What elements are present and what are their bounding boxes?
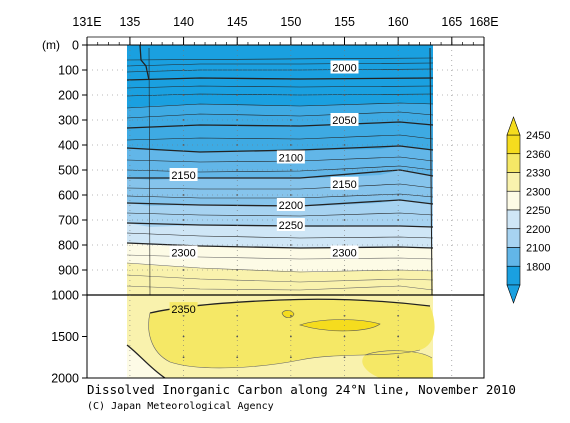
y-axis: 0 100 200 300 400 500 600 700 800 900 1000 1500 2000 <box>51 39 484 386</box>
station-dot <box>236 356 239 359</box>
contour-label-bg <box>169 245 198 259</box>
x-tick-label: 145 <box>227 15 248 29</box>
x-tick-label: 140 <box>173 15 194 29</box>
contour-label-text: 2000 <box>332 63 356 75</box>
station-dot <box>289 356 292 359</box>
colorbar-label: 2330 <box>526 168 550 180</box>
contour-label: 2200 <box>276 198 305 212</box>
contour-label-text: 2150 <box>171 170 195 182</box>
station-dot <box>182 356 185 359</box>
colorbar-label: 2100 <box>526 243 550 255</box>
colorbar-segment <box>506 209 521 230</box>
y-tick-label: 500 <box>58 164 79 178</box>
station-dot <box>397 335 400 338</box>
colorbar-label: 2200 <box>526 224 550 236</box>
colorbar-top-arrow <box>506 116 521 136</box>
contour-label: 2250 <box>276 218 305 232</box>
y-tick-label: 300 <box>58 114 79 128</box>
x-tick-label: 165 <box>441 15 462 29</box>
y-tick-label: 100 <box>58 64 79 78</box>
contour-label-bg <box>276 218 305 231</box>
colorbar-bottom-arrow <box>506 284 521 304</box>
contour-label-text: 2200 <box>279 200 303 212</box>
colorbar-label: 2250 <box>526 205 550 217</box>
x-tick-label: 131E <box>72 15 101 29</box>
y-tick-label: 800 <box>58 239 79 253</box>
station-dot <box>289 335 292 338</box>
colorbar-segment <box>506 247 521 267</box>
contour-label-bg <box>169 302 198 316</box>
contour-lines <box>126 45 434 378</box>
contour-label-text: 2050 <box>332 115 356 127</box>
x-tick-label: 150 <box>280 15 301 29</box>
contour-label: 2300 <box>330 245 359 260</box>
colorbar-segment <box>506 190 521 211</box>
contour-label-bg <box>276 198 305 211</box>
x-axis: 131E 135 140 145 150 155 160 165 168E <box>72 15 499 378</box>
colorbar-label: 1800 <box>526 261 550 273</box>
station-dot <box>236 335 239 338</box>
y-tick-label: 600 <box>58 189 79 203</box>
y-tick-label: 200 <box>58 89 79 103</box>
contour-label-bg <box>330 245 359 259</box>
colorbar-label: 2360 <box>526 149 550 161</box>
contour-label: 2350 <box>169 302 198 316</box>
contour-label: 2150 <box>169 168 198 182</box>
color-scale-bar: 2450 2360 2330 2300 2250 2200 2100 1800 <box>506 116 550 304</box>
colorbar-segment <box>506 134 521 155</box>
y-tick-label: 2000 <box>51 372 79 386</box>
y-tick-label: 1500 <box>51 330 79 344</box>
x-tick-label: 168E <box>469 15 498 29</box>
contour-label-bg <box>330 176 359 190</box>
station-dot <box>182 335 185 338</box>
contour-label: 2000 <box>330 60 359 75</box>
contour-label: 2150 <box>330 176 359 191</box>
contour-label-text: 2300 <box>171 248 195 260</box>
y-tick-label: 700 <box>58 214 79 228</box>
y-tick-label: 1000 <box>51 289 79 303</box>
colorbar-segment <box>506 172 521 192</box>
plot-frame <box>86 44 485 379</box>
contour-label-bg <box>276 150 305 164</box>
colorbar-segment <box>506 153 521 173</box>
contour-label-group: 2000 2050 2100 2150 2150 2200 2250 2300 2300 2350 <box>169 60 359 316</box>
y-tick-label: 400 <box>58 139 79 153</box>
contour-label-text: 2350 <box>171 304 195 316</box>
chart-title: Dissolved Inorganic Carbon along 24°N li… <box>87 382 516 397</box>
y-tick-label: 0 <box>72 39 79 53</box>
station-dot <box>343 356 346 359</box>
credit-text: (C) Japan Meteorological Agency <box>87 401 274 412</box>
colorbar-segment <box>506 265 521 286</box>
contour-label-text: 2250 <box>279 220 303 232</box>
colorbar-segment <box>506 228 521 248</box>
colorbar-label: 2300 <box>526 186 550 198</box>
colorbar-label: 2450 <box>526 130 550 142</box>
x-tick-label: 135 <box>119 15 140 29</box>
contour-label-bg <box>330 60 359 74</box>
contour-label: 2100 <box>276 150 305 165</box>
contour-label-text: 2300 <box>332 248 356 260</box>
contour-label-bg <box>330 113 359 126</box>
contour-label-text: 2150 <box>332 179 356 191</box>
contour-label-bg <box>169 168 198 181</box>
x-tick-label: 155 <box>334 15 355 29</box>
contour-label: 2300 <box>169 245 198 260</box>
contour-label-text: 2100 <box>279 153 303 165</box>
x-tick-label: 160 <box>388 15 409 29</box>
station-dot <box>397 356 400 359</box>
y-tick-label: 900 <box>58 264 79 278</box>
station-dot <box>343 335 346 338</box>
contour-label: 2050 <box>330 113 359 127</box>
y-axis-unit: (m) <box>42 38 60 52</box>
